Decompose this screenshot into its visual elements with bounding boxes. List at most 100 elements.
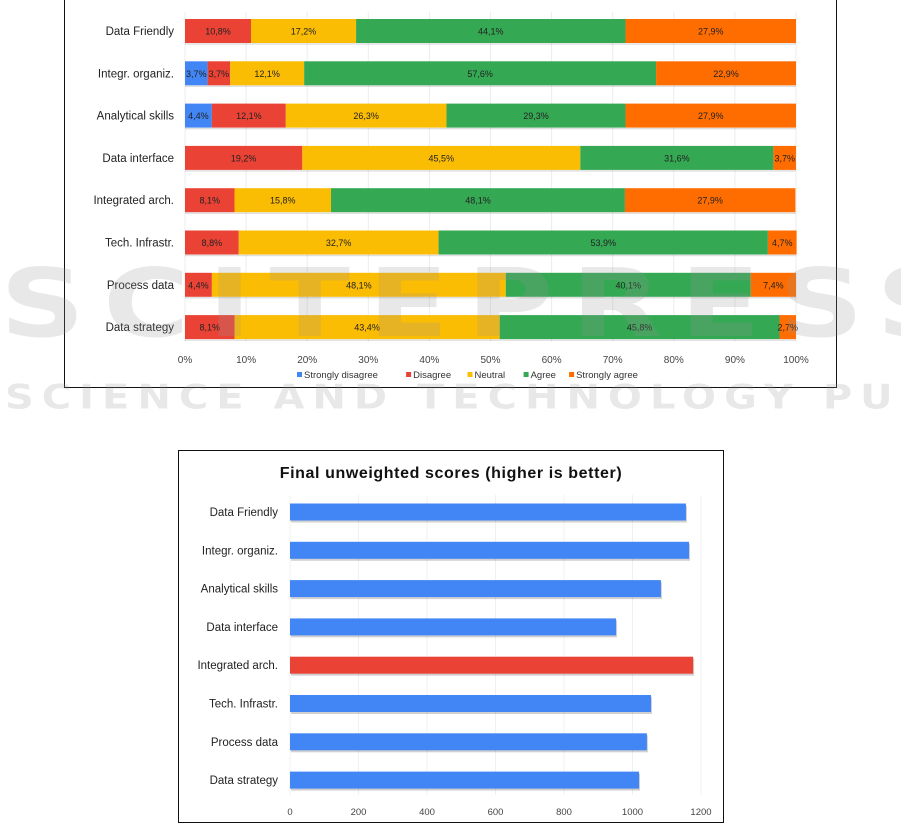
data-label: 22,9%: [713, 69, 739, 79]
bar-segment: [230, 61, 305, 86]
chart-title: Final unweighted scores (higher is bette…: [280, 465, 623, 482]
x-tick-label: 30%: [358, 355, 378, 366]
data-label: 48,1%: [465, 196, 491, 206]
x-tick-label: 100%: [783, 355, 809, 366]
x-tick-label: 50%: [480, 355, 500, 366]
bar-segment: [767, 230, 797, 255]
x-tick-label: 20%: [297, 355, 317, 366]
category-label: Data interface: [206, 622, 278, 634]
x-tick-label: 80%: [664, 355, 684, 366]
data-label: 3,7%: [774, 153, 795, 163]
bar-segment: [580, 145, 774, 170]
data-label: 27,9%: [698, 111, 724, 121]
category-label: Tech. Infrastr.: [209, 699, 278, 711]
data-label: 2,7%: [777, 323, 798, 333]
data-label: 44,1%: [478, 27, 504, 37]
data-label: 43,4%: [354, 323, 380, 333]
data-label: 4,7%: [772, 238, 793, 248]
bar-segment: [656, 61, 796, 86]
category-label: Data Friendly: [210, 507, 279, 519]
data-label: 57,6%: [467, 69, 493, 79]
bar-segment: [505, 272, 751, 297]
bar-segment: [750, 272, 796, 297]
category-label: Data strategy: [210, 775, 279, 787]
data-label: 17,2%: [291, 27, 317, 37]
bar-segment: [211, 272, 506, 297]
score-bar: [290, 656, 694, 674]
x-tick-label: 60%: [542, 355, 562, 366]
score-bar: [290, 541, 690, 559]
data-label: 12,1%: [254, 69, 280, 79]
x-tick-label: 400: [419, 807, 435, 818]
data-label: 3,7%: [209, 69, 230, 79]
bar-segment: [185, 19, 251, 43]
data-label: 10,8%: [205, 27, 231, 37]
legend-label: Disagree: [413, 370, 451, 381]
bar-segment: [250, 19, 357, 43]
data-label: 27,9%: [698, 27, 724, 37]
score-bar: [290, 771, 640, 789]
category-label: Tech. Infrastr.: [105, 238, 174, 250]
data-label: 26,3%: [353, 111, 379, 121]
data-label: 12,1%: [236, 111, 262, 121]
bar-segment: [773, 145, 796, 170]
bar-segment: [356, 19, 626, 43]
bar-segment: [304, 61, 657, 86]
bar-segment: [331, 188, 625, 213]
data-label: 29,3%: [523, 111, 549, 121]
score-bar: [290, 618, 617, 636]
bar-segment: [238, 230, 439, 255]
bar-segment: [185, 230, 239, 255]
data-label: 4,4%: [188, 111, 209, 121]
x-tick-label: 40%: [419, 355, 439, 366]
legend-label: Strongly agree: [576, 370, 638, 381]
legend-swatch: [467, 372, 473, 377]
legend-swatch: [523, 372, 529, 377]
bar-segment: [438, 230, 768, 255]
data-label: 15,8%: [270, 196, 296, 206]
x-tick-label: 90%: [725, 355, 745, 366]
score-bar: [290, 733, 647, 751]
x-tick-label: 0%: [178, 355, 193, 366]
bar-segment: [499, 315, 780, 340]
bar-segment: [185, 103, 212, 128]
category-label: Integrated arch.: [197, 660, 278, 672]
score-bar: [290, 503, 686, 521]
data-label: 32,7%: [326, 238, 352, 248]
bar-segment: [207, 61, 231, 86]
bar-segment: [779, 315, 796, 340]
bar-segment: [185, 145, 303, 170]
category-label: Analytical skills: [201, 584, 279, 596]
category-label: Integr. organiz.: [98, 68, 174, 80]
data-label: 7,4%: [763, 280, 784, 290]
data-label: 40,1%: [616, 280, 642, 290]
bar-segment: [625, 19, 796, 43]
data-label: 8,1%: [199, 196, 220, 206]
legend-label: Strongly disagree: [304, 370, 378, 381]
legend-swatch: [569, 372, 575, 377]
data-label: 27,9%: [697, 196, 723, 206]
data-label: 3,7%: [186, 69, 207, 79]
agreement-stacked-bar-chart: 0% 10% 20% 30% 40% 50% 60% 70% 80% 90% 100% Data Fr…: [93, 12, 809, 381]
legend-swatch: [406, 372, 412, 377]
category-label: Integr. organiz.: [202, 545, 278, 557]
bar-segment: [446, 103, 626, 128]
score-bar: [290, 580, 661, 598]
category-label: Integrated arch.: [93, 195, 174, 207]
data-label: 48,1%: [346, 280, 372, 290]
data-label: 45,8%: [627, 323, 653, 333]
x-tick-label: 1000: [622, 807, 643, 818]
bar-segment: [185, 315, 235, 340]
data-label: 19,2%: [231, 153, 257, 163]
x-tick-label: 800: [556, 807, 572, 818]
bar-segment: [185, 188, 235, 213]
bar-segment: [302, 145, 581, 170]
x-tick-label: 200: [351, 807, 367, 818]
category-label: Data strategy: [106, 322, 175, 334]
bar-segment: [185, 272, 212, 297]
bar-segment: [625, 103, 796, 128]
bar-segment: [211, 103, 286, 128]
legend-label: Neutral: [475, 370, 506, 381]
bar-segment: [624, 188, 796, 213]
